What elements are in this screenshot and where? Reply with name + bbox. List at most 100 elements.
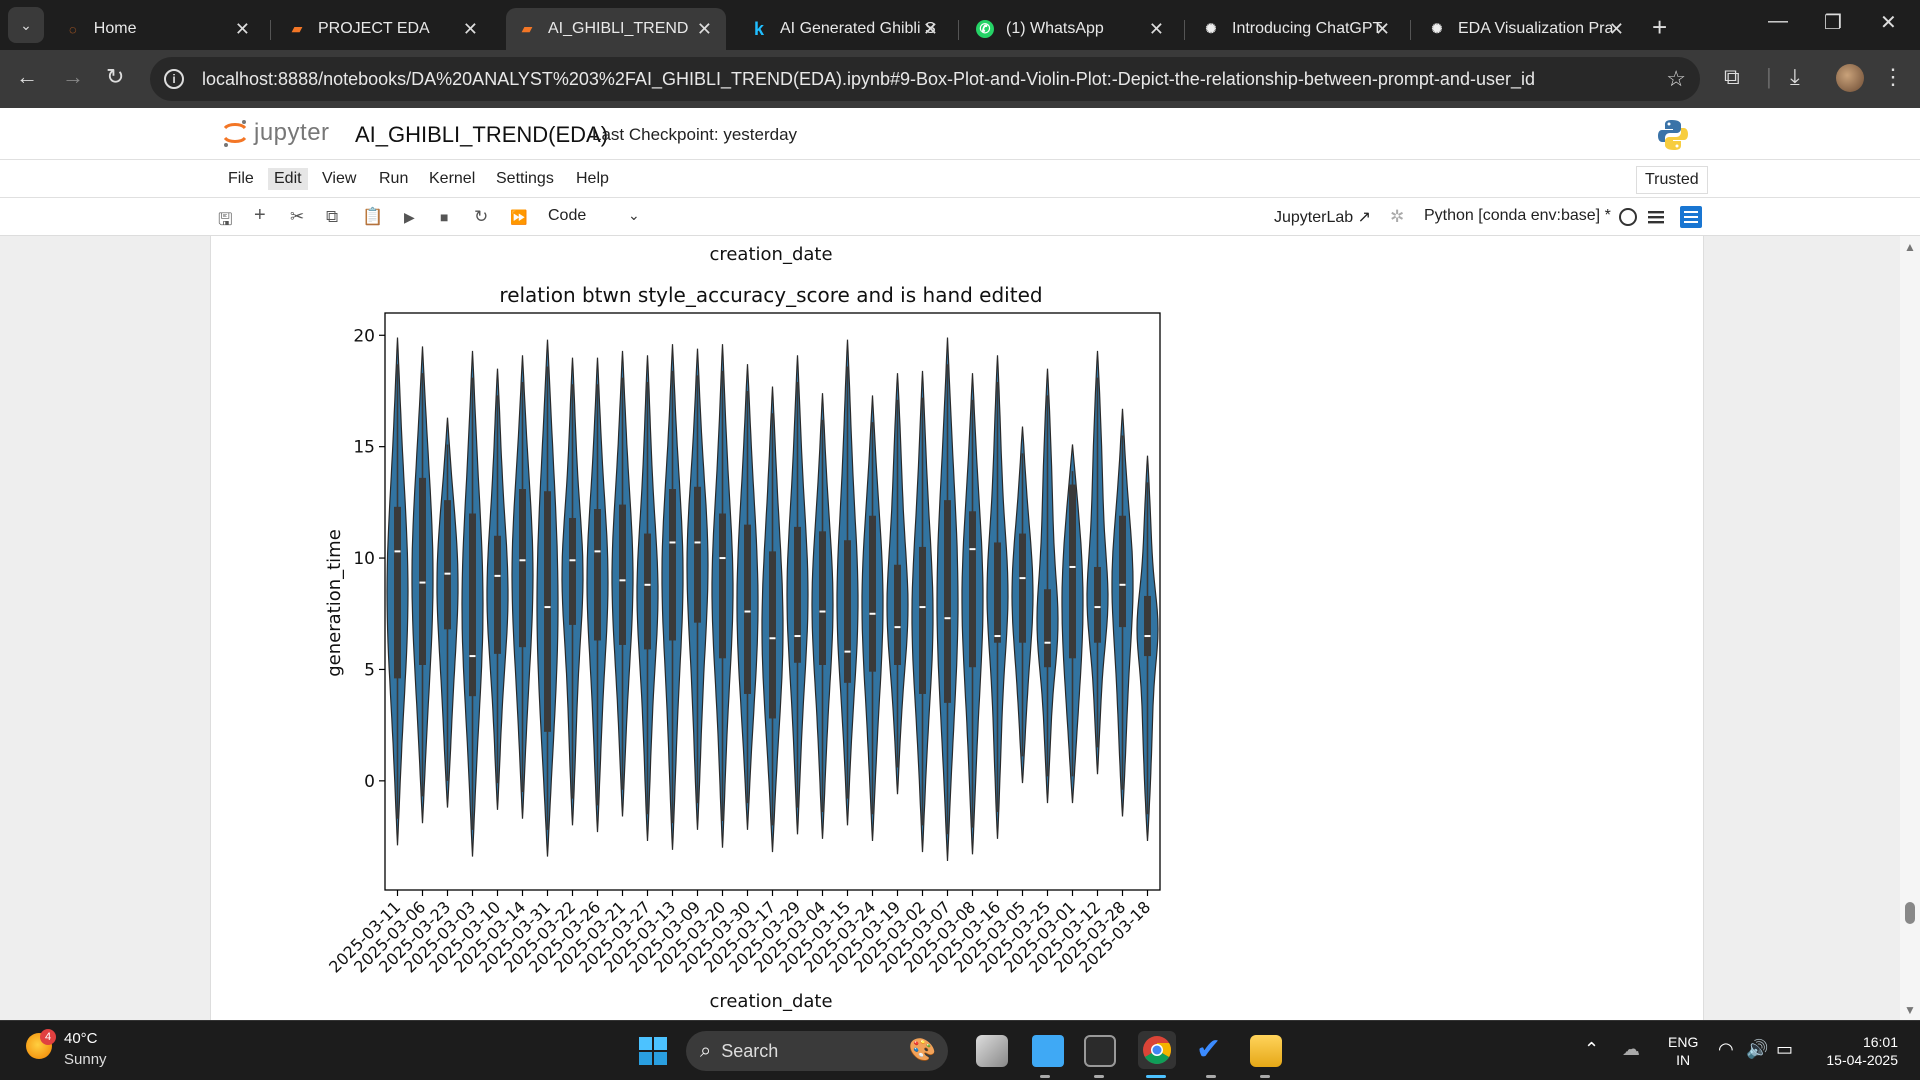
back-icon[interactable]: ← [16,64,38,89]
weather-temperature[interactable]: 40°C [64,1030,98,1047]
battery-icon[interactable]: ▭ [1776,1039,1794,1059]
violin-iqr-box [1044,589,1051,668]
scroll-up-icon[interactable]: ▲ [1904,240,1916,254]
tab-title: Introducing ChatGPT [1232,20,1383,37]
menu-file[interactable]: File [228,170,254,187]
language-indicator[interactable]: ENG IN [1668,1033,1698,1069]
tab-whatsapp[interactable]: ✆ (1) WhatsApp ✕ [964,8,1178,50]
url-text[interactable]: localhost:8888/notebooks/DA%20ANALYST%20… [202,68,1535,89]
omnibox[interactable]: i localhost:8888/notebooks/DA%20ANALYST%… [150,57,1700,101]
scrollbar-thumb[interactable] [1905,902,1915,924]
chrome-icon[interactable] [1142,1035,1172,1065]
close-icon[interactable]: ✕ [922,18,938,39]
site-info-icon[interactable]: i [164,69,184,89]
taskbar-search[interactable]: ⌕ Search 🎨 [686,1031,948,1071]
close-window-icon[interactable]: ✕ [1880,12,1897,34]
chevron-down-icon[interactable]: ⌄ [628,207,640,223]
violin-iqr-box [644,533,651,650]
fast-forward-icon[interactable]: ⏩ [510,209,528,225]
violin-series [386,337,1159,862]
y-tick-label: 15 [353,438,375,458]
close-icon[interactable]: ✕ [1148,18,1164,39]
menu-run[interactable]: Run [379,170,409,187]
scroll-down-icon[interactable]: ▼ [1904,1003,1916,1017]
tab-eda-visualization[interactable]: ✺ EDA Visualization Pra ✕ [1416,8,1638,50]
tab-project-eda[interactable]: ▰ PROJECT EDA ✕ [276,8,492,50]
tab-separator [958,20,959,40]
jupyter-icon: ◌ [69,21,77,37]
scrollbar-track[interactable] [1900,236,1920,1020]
violin-iqr-box [1069,484,1076,659]
save-icon[interactable]: 🖫 [218,210,233,229]
tab-ai-ghibli-trend[interactable]: ▰ AI_GHIBLI_TREND(ED ✕ [506,8,726,50]
violin-iqr-box [1019,533,1026,643]
jupyterlab-link[interactable]: JupyterLab ↗ [1274,207,1371,227]
app-indicator [1206,1075,1216,1078]
tab-chatgpt[interactable]: ✺ Introducing ChatGPT ✕ [1190,8,1404,50]
y-tick-label: 10 [353,549,375,569]
violin-iqr-box [919,546,926,694]
list-icon[interactable] [1645,206,1667,228]
chevron-up-icon[interactable]: ⌃ [1584,1039,1600,1059]
cut-icon[interactable]: ✂ [290,207,305,226]
close-icon[interactable]: ✕ [234,18,250,39]
menu-settings[interactable]: Settings [496,170,554,187]
violin-plot-output: creation_date relation btwn style_accura… [324,244,1161,1012]
terminal-icon[interactable] [1084,1035,1116,1067]
menu-help[interactable]: Help [576,170,609,187]
file-explorer-icon[interactable] [1250,1035,1282,1067]
close-icon[interactable]: ✕ [1608,18,1624,39]
notebook-title[interactable]: AI_GHIBLI_TREND(EDA) [355,122,609,147]
jupyter-logo[interactable]: jupyter [222,118,330,148]
download-icon[interactable]: ⤓ [1790,64,1800,89]
extensions-icon[interactable]: ⧉ [1724,64,1740,89]
cell-type-select[interactable]: Code [548,207,587,224]
y-axis: 0 5 10 15 20 [353,326,385,792]
todo-check-icon[interactable]: ✔ [1196,1033,1222,1066]
kernel-name[interactable]: Python [conda env:base] * [1424,207,1611,224]
close-icon[interactable]: ✕ [462,18,478,39]
notepad-icon[interactable] [1032,1035,1064,1067]
tab-kaggle[interactable]: k AI Generated Ghibli S ✕ [738,8,952,50]
divider: | [1766,64,1772,89]
paste-icon[interactable]: 📋 [362,207,384,226]
violin-iqr-box [869,515,876,672]
violin-iqr-box [944,500,951,703]
restore-icon[interactable]: ❐ [1824,12,1842,34]
profile-avatar[interactable] [1836,64,1864,92]
search-label: Search [721,1040,779,1061]
add-cell-icon[interactable]: + [254,204,266,226]
minimize-icon[interactable]: — [1768,10,1788,32]
weather-condition[interactable]: Sunny [64,1051,107,1068]
copy-icon[interactable]: ⧉ [326,207,339,226]
tab-separator [1184,20,1185,40]
tab-home[interactable]: ◌ Home ✕ [52,8,264,50]
violin-iqr-box [694,486,701,623]
close-icon[interactable]: ✕ [696,18,712,39]
windows-start-icon[interactable] [638,1036,668,1066]
weather-badge: 4 [40,1029,56,1045]
more-menu-icon[interactable]: ⋮ [1882,64,1904,89]
volume-icon[interactable]: 🔊 [1746,1039,1769,1059]
wifi-icon[interactable]: ◠ [1718,1039,1734,1059]
close-icon[interactable]: ✕ [1374,18,1390,39]
system-clock[interactable]: 16:01 15-04-2025 [1818,1033,1898,1069]
menu-edit[interactable]: Edit [268,168,308,190]
property-inspector-icon[interactable] [1680,206,1702,228]
new-tab-button[interactable]: + [1652,12,1668,42]
restart-icon[interactable]: ↻ [474,207,489,226]
trusted-indicator[interactable]: Trusted [1636,166,1708,194]
onedrive-offline-icon[interactable]: ☁ [1622,1039,1640,1059]
menu-kernel[interactable]: Kernel [429,170,476,187]
reload-icon[interactable]: ↻ [106,64,125,89]
forward-icon[interactable]: → [62,64,84,89]
debugger-icon[interactable]: ✲ [1390,207,1405,226]
bookmark-star-icon[interactable]: ☆ [1666,66,1686,91]
tab-search-button[interactable]: ⌄ [8,7,44,43]
stop-icon[interactable]: ■ [440,209,449,225]
run-icon[interactable]: ▶ [404,209,415,225]
task-view-icon[interactable] [976,1035,1008,1067]
violin-iqr-box [469,513,476,697]
menu-view[interactable]: View [322,170,357,187]
jupyterlab-link-label[interactable]: JupyterLab [1274,209,1354,226]
